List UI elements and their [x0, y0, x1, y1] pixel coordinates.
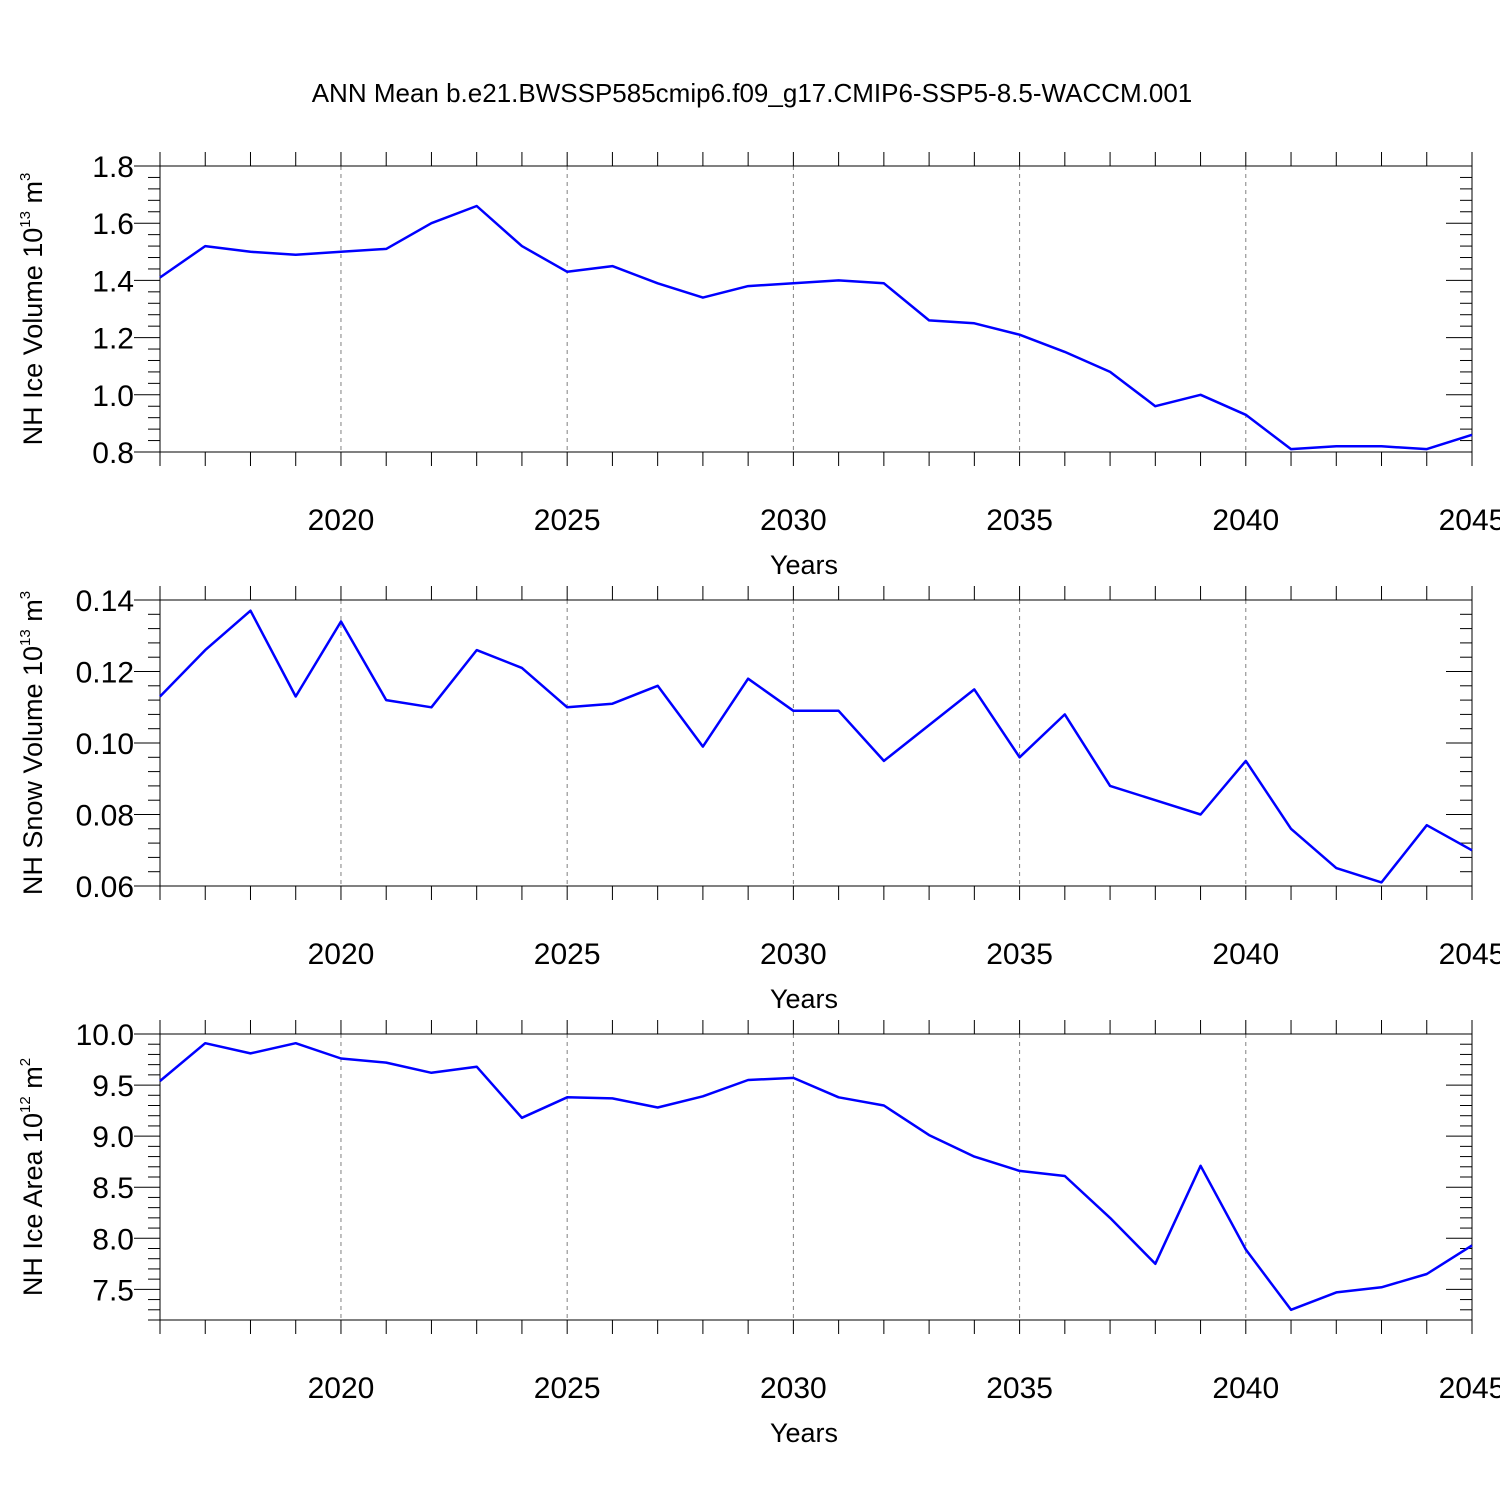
- x-tick-label: 2020: [308, 504, 375, 537]
- x-tick-label: 2045: [1439, 504, 1500, 537]
- y-tick-label: 9.0: [92, 1121, 134, 1154]
- panel-ice-area: 2020 2025 2030 2035 2040 2045 7.5 8.0 8.5 9.0 9.5 1…: [17, 1019, 1500, 1448]
- x-tick-label: 2025: [534, 938, 601, 971]
- y-tick-label: 0.06: [76, 871, 134, 904]
- series-line: [159, 204, 1473, 451]
- x-tick-label: 2035: [986, 1372, 1053, 1405]
- plot-frame: [159, 165, 1473, 453]
- y-tick-label: 7.5: [92, 1274, 134, 1307]
- y-tick-label: 1.8: [92, 151, 134, 184]
- series-line: [159, 609, 1473, 884]
- series-line: [159, 1041, 1473, 1312]
- y-tick-label: 1.2: [92, 323, 134, 356]
- y-tick-label: 0.12: [76, 657, 134, 690]
- y-tick-label: 9.5: [92, 1070, 134, 1103]
- y-axis-label: NH Ice Volume 1013 m3: [17, 173, 48, 446]
- x-tick-label: 2040: [1212, 1372, 1279, 1405]
- y-tick-label: 0.8: [92, 437, 134, 470]
- x-tick-label: 2025: [534, 504, 601, 537]
- y-tick-label: 0.08: [76, 800, 134, 833]
- panel-snow-volume: 2020 2025 2030 2035 2040 2045 0.06 0.08 0.10 0.12…: [17, 585, 1500, 1014]
- x-tick-label: 2040: [1212, 938, 1279, 971]
- y-tick-label: 1.6: [92, 208, 134, 241]
- y-tick-label: 0.10: [76, 728, 134, 761]
- x-tick-label: 2020: [308, 1372, 375, 1405]
- y-tick-label: 8.5: [92, 1172, 134, 1205]
- x-tick-label: 2020: [308, 938, 375, 971]
- chart-title: ANN Mean b.e21.BWSSP585cmip6.f09_g17.CMI…: [312, 78, 1193, 108]
- y-axis-label: NH Ice Area 1012 m2: [17, 1058, 48, 1296]
- y-axis-label: NH Snow Volume 1013 m3: [17, 591, 48, 895]
- panel-ice-volume: 2020 2025 2030 2035 2040 2045 0.8 1.0 1.2 1.4 1.6 1…: [17, 151, 1500, 580]
- x-tick-label: 2040: [1212, 504, 1279, 537]
- x-tick-label: 2025: [534, 1372, 601, 1405]
- y-tick-label: 0.14: [76, 585, 134, 618]
- x-tick-label: 2045: [1439, 1372, 1500, 1405]
- plot-frame: [159, 599, 1473, 887]
- x-axis-label: Years: [770, 984, 838, 1014]
- y-tick-label: 1.0: [92, 380, 134, 413]
- y-tick-label: 1.4: [92, 265, 134, 298]
- y-tick-label: 10.0: [76, 1019, 134, 1052]
- x-tick-label: 2030: [760, 504, 827, 537]
- x-tick-label: 2035: [986, 504, 1053, 537]
- y-tick-label: 8.0: [92, 1223, 134, 1256]
- x-axis-label: Years: [770, 1418, 838, 1448]
- x-tick-label: 2030: [760, 938, 827, 971]
- x-tick-label: 2045: [1439, 938, 1500, 971]
- x-axis-label: Years: [770, 550, 838, 580]
- plot-frame: [159, 1033, 1473, 1321]
- x-tick-label: 2035: [986, 938, 1053, 971]
- x-tick-label: 2030: [760, 1372, 827, 1405]
